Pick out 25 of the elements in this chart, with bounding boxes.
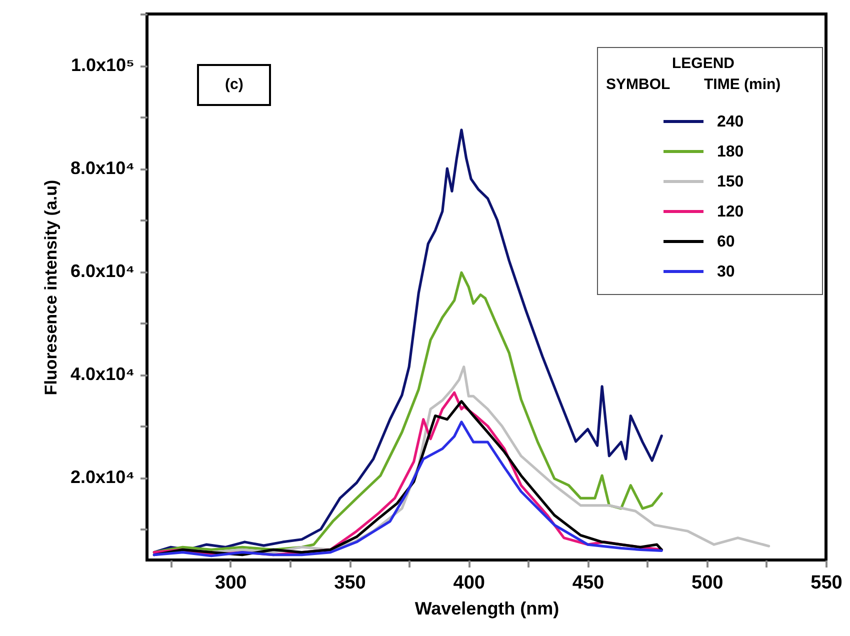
x-tick-label: 400 [453,572,485,594]
x-tick-label: 500 [692,572,724,594]
legend-label: 60 [717,234,735,250]
x-tick-label: 550 [810,572,842,594]
x-tick-label: 300 [215,572,247,594]
y-tick-label: 1.0x10⁵ [70,55,134,76]
x-tick-label: 350 [334,572,366,594]
legend-label: 30 [717,264,735,280]
legend-label: 150 [717,174,744,190]
legend-title: TIME (min) [704,76,781,93]
annotation: LEGEND [672,55,735,72]
legend-label: 180 [717,144,744,160]
legend-label: 120 [717,204,744,220]
annotation: SYMBOL [606,76,670,93]
y-tick-label: 2.0x10⁴ [70,467,134,488]
line-series [152,128,663,554]
y-tick-label: 4.0x10⁴ [70,364,134,384]
x-axis-title: Wavelength (nm) [414,598,560,618]
line-series [152,271,663,554]
annotation: (c) [197,64,272,106]
legend-label: 240 [717,114,744,130]
y-tick-label: 8.0x10⁴ [70,158,134,178]
x-tick-label: 450 [572,572,604,594]
y-axis-title: Fluoresence intensity (a.u) [42,180,61,396]
y-tick-label: 6.0x10⁴ [70,261,134,282]
